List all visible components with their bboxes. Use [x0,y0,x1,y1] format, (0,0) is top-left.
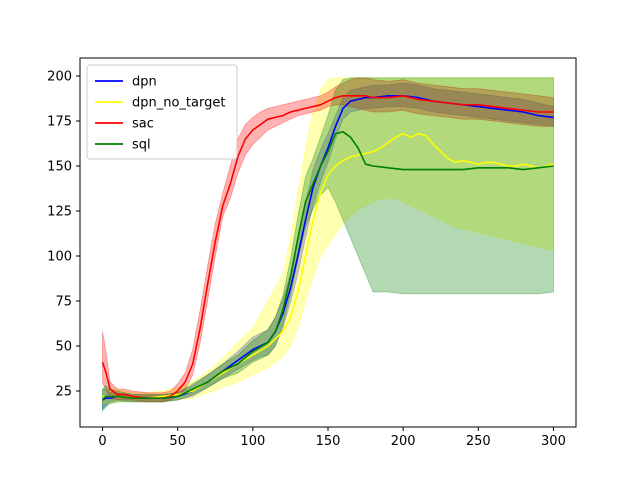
band-sql [102,77,554,412]
legend-label-dpn: dpn [132,75,157,90]
x-tick-label: 200 [391,434,416,449]
y-tick-label: 25 [55,385,72,400]
axes: 0 50 100 150 200 250 300 25 50 75 100 125 150 175 200 [47,57,577,449]
x-tick-label: 150 [316,434,341,449]
series-lines [101,95,554,401]
y-tick-label: 200 [47,70,72,85]
legend-label-sql: sql [132,138,151,153]
y-tick-label: 50 [55,340,72,355]
y-tick-label: 150 [47,160,72,175]
y-tick-label: 100 [47,250,72,265]
legend-label-dpn_no_target: dpn_no_target [132,96,225,111]
legend-label-sac: sac [132,117,154,132]
line-sql [101,131,554,401]
y-tick-label: 175 [47,115,72,130]
y-tick-label: 75 [55,295,72,310]
band-dpn_no_target [102,77,554,404]
y-tick-label: 125 [47,205,72,220]
x-tick-label: 100 [240,434,265,449]
legend-box [86,64,238,160]
x-tick-label: 300 [541,434,566,449]
x-tick-label: 50 [169,434,186,449]
x-tick-label: 250 [466,434,491,449]
x-tick-label: 0 [98,434,106,449]
